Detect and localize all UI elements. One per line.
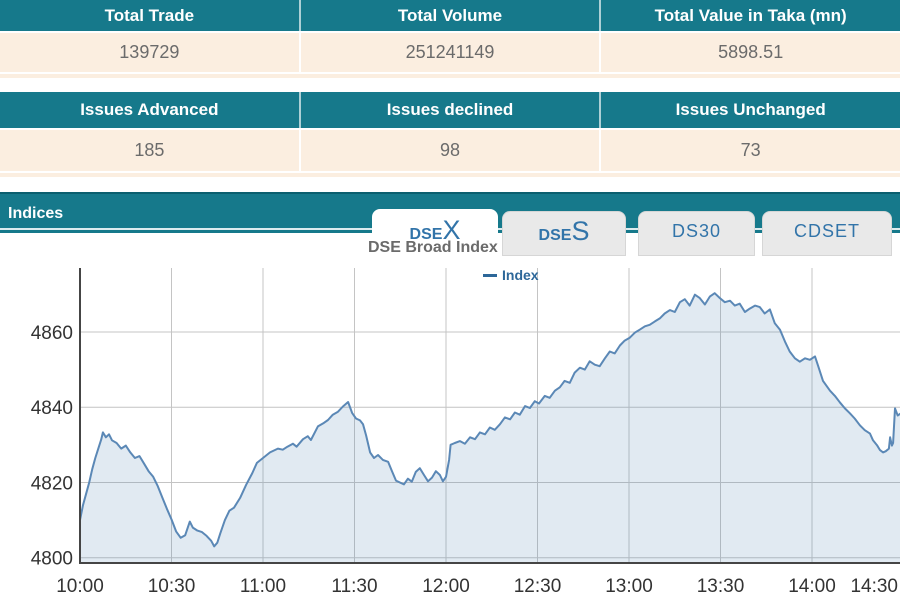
svg-text:13:30: 13:30 (697, 576, 745, 597)
table-bottom-strip (0, 171, 900, 177)
tab-ds30[interactable]: DS30 (638, 211, 755, 256)
total-trade-value: 139729 (119, 42, 180, 62)
svg-text:12:00: 12:00 (422, 576, 470, 597)
chart-legend[interactable]: Index (483, 267, 539, 283)
svg-text:4800: 4800 (31, 549, 73, 570)
svg-text:11:00: 11:00 (240, 576, 286, 597)
trade-summary-header-row: Total Trade Total Volume Total Value in … (0, 0, 900, 31)
svg-text:10:30: 10:30 (148, 576, 196, 597)
legend-label: Index (502, 267, 539, 283)
svg-text:4860: 4860 (31, 323, 73, 344)
svg-text:12:30: 12:30 (514, 576, 562, 597)
issues-table: Issues Advanced Issues declined Issues U… (0, 92, 900, 177)
total-volume-value: 251241149 (298, 33, 600, 72)
svg-text:4820: 4820 (31, 473, 73, 494)
svg-text:11:30: 11:30 (331, 576, 377, 597)
header-total-trade: Total Trade (104, 5, 195, 25)
tab-dses-label-large: S (571, 216, 590, 246)
tab-dsex-label-large: X (442, 215, 461, 245)
trade-summary-value-row: 139729 251241149 5898.51 (0, 31, 900, 72)
tab-ds30-label: DS30 (671, 221, 722, 241)
tab-cdset[interactable]: CDSET (762, 211, 892, 256)
svg-text:14:30: 14:30 (850, 576, 898, 597)
tab-dsex-label-small: DSE (409, 226, 443, 243)
chart-title: DSE Broad Index (368, 239, 498, 256)
tab-dses[interactable]: DSES (502, 211, 626, 256)
svg-text:10:00: 10:00 (56, 576, 104, 597)
issues-header-row: Issues Advanced Issues declined Issues U… (0, 92, 900, 128)
svg-text:4840: 4840 (31, 398, 73, 419)
table-bottom-strip (0, 72, 900, 78)
trade-summary-table: Total Trade Total Volume Total Value in … (0, 0, 900, 78)
svg-text:13:00: 13:00 (605, 576, 653, 597)
tab-cdset-label: CDSET (793, 221, 860, 241)
tab-dsex[interactable]: DSEX (372, 209, 498, 256)
tab-dses-label-small: DSE (538, 227, 572, 244)
header-issues-advanced: Issues Advanced (80, 100, 219, 119)
total-value-taka-value: 5898.51 (599, 33, 900, 72)
header-issues-unchanged: Issues Unchanged (599, 92, 900, 128)
svg-text:14:00: 14:00 (788, 576, 836, 597)
index-area-chart: 4800 4820 4840 4860 10:00 10:30 11:00 11:30 12:0… (31, 268, 900, 597)
issues-advanced-value: 185 (134, 140, 165, 160)
issues-value-row: 185 98 73 (0, 128, 900, 171)
legend-line-icon (483, 273, 497, 277)
header-total-value-taka: Total Value in Taka (mn) (599, 0, 900, 31)
header-total-volume: Total Volume (298, 0, 600, 31)
indices-title: Indices (8, 204, 64, 222)
issues-unchanged-value: 73 (599, 130, 900, 171)
issues-declined-value: 98 (298, 130, 600, 171)
header-issues-declined: Issues declined (298, 92, 600, 128)
